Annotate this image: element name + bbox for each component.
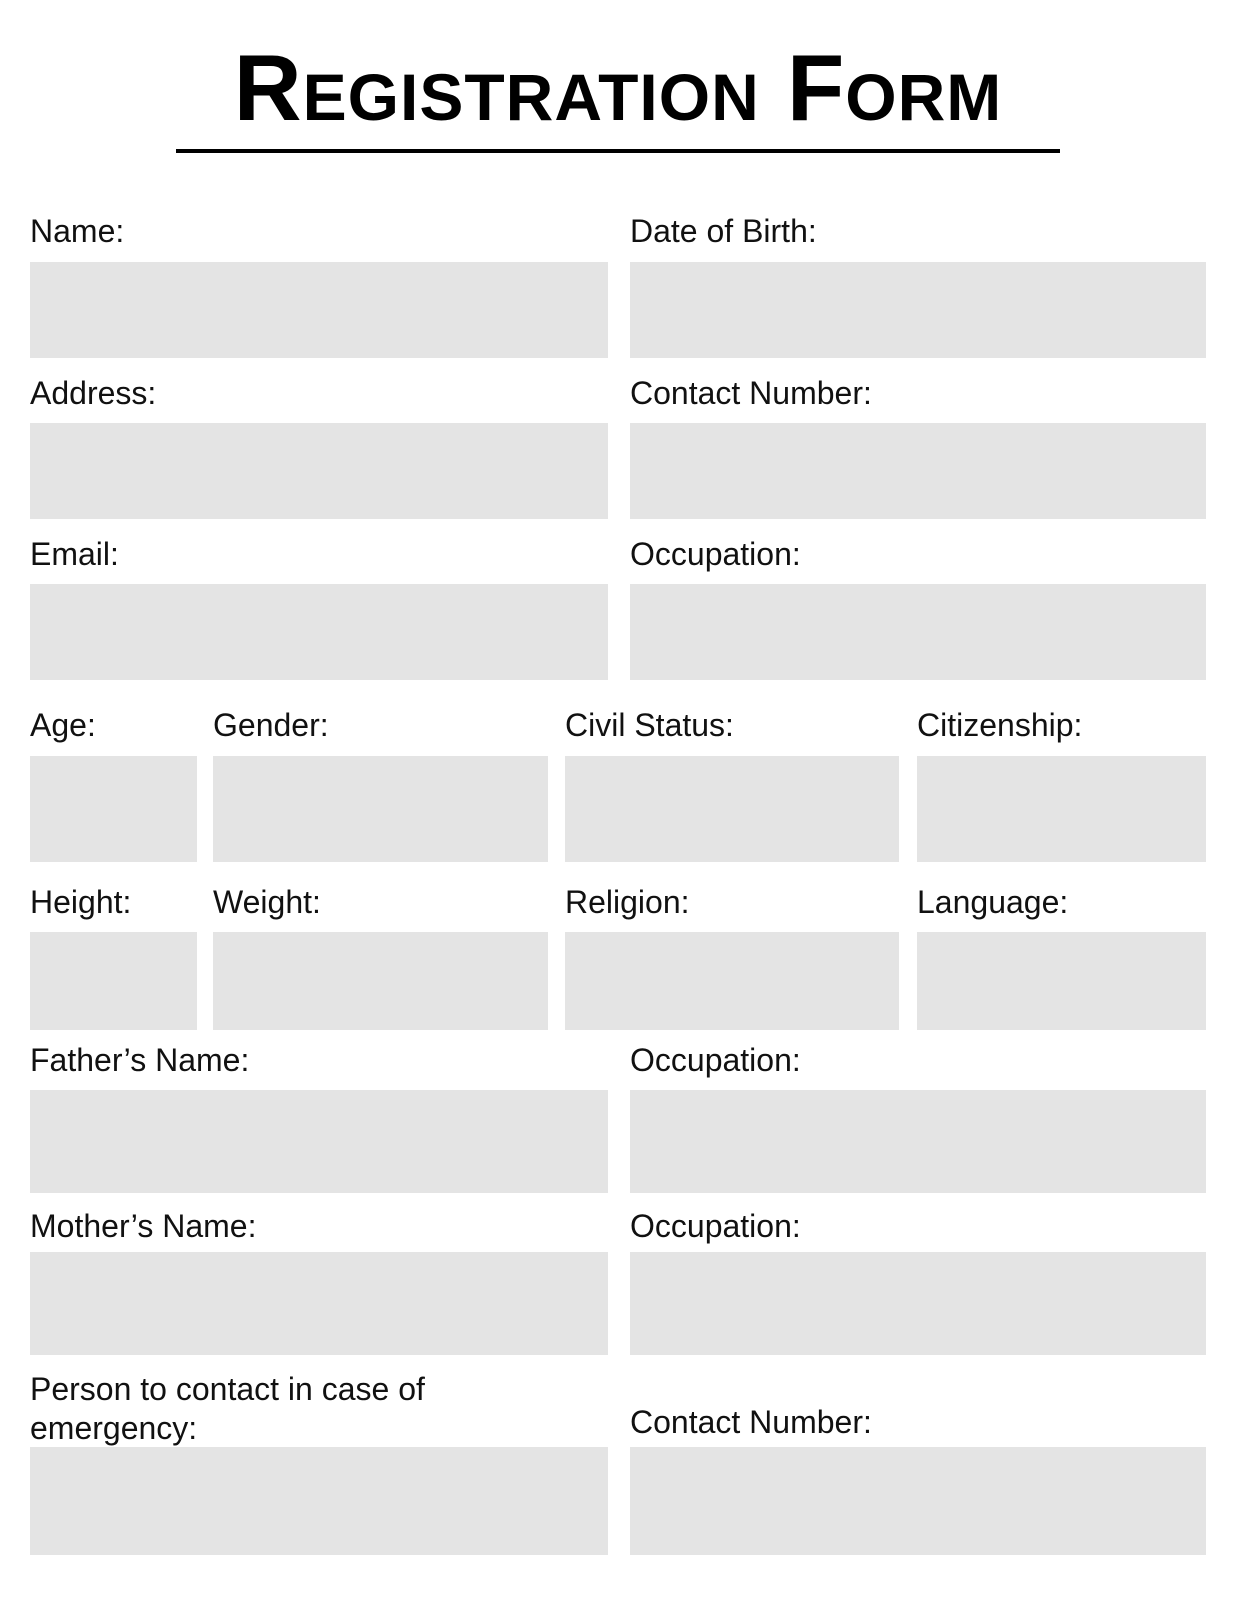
fathers-occupation-input[interactable] xyxy=(630,1090,1206,1193)
date-of-birth-input[interactable] xyxy=(630,262,1206,358)
gender-input[interactable] xyxy=(213,756,548,862)
occupation-label: Occupation: xyxy=(630,536,801,572)
religion-label: Religion: xyxy=(565,884,690,920)
height-input[interactable] xyxy=(30,932,197,1030)
religion-input[interactable] xyxy=(565,932,899,1030)
gender-label: Gender: xyxy=(213,707,329,743)
height-label: Height: xyxy=(30,884,132,920)
date-of-birth-label: Date of Birth: xyxy=(630,213,817,249)
emergency-contact-number-input[interactable] xyxy=(630,1447,1206,1555)
weight-input[interactable] xyxy=(213,932,548,1030)
weight-label: Weight: xyxy=(213,884,321,920)
contact-number-label: Contact Number: xyxy=(630,375,872,411)
fathers-occupation-label: Occupation: xyxy=(630,1042,801,1078)
citizenship-input[interactable] xyxy=(917,756,1206,862)
email-input[interactable] xyxy=(30,584,608,680)
fathers-name-input[interactable] xyxy=(30,1090,608,1193)
page-title: Registration Form xyxy=(233,35,1003,140)
name-input[interactable] xyxy=(30,262,608,358)
citizenship-label: Citizenship: xyxy=(917,707,1083,743)
emergency-person-input[interactable] xyxy=(30,1447,608,1555)
civil-status-label: Civil Status: xyxy=(565,707,734,743)
name-label: Name: xyxy=(30,213,125,249)
address-label: Address: xyxy=(30,375,157,411)
language-input[interactable] xyxy=(917,932,1206,1030)
mothers-occupation-input[interactable] xyxy=(630,1252,1206,1355)
civil-status-input[interactable] xyxy=(565,756,899,862)
fathers-name-label: Father’s Name: xyxy=(30,1042,250,1078)
emergency-contact-number-label: Contact Number: xyxy=(630,1404,872,1440)
email-label: Email: xyxy=(30,536,119,572)
mothers-name-input[interactable] xyxy=(30,1252,608,1355)
age-input[interactable] xyxy=(30,756,197,862)
emergency-person-label: Person to contact in case of emergency: xyxy=(30,1371,425,1446)
address-input[interactable] xyxy=(30,423,608,519)
language-label: Language: xyxy=(917,884,1069,920)
occupation-input[interactable] xyxy=(630,584,1206,680)
mothers-name-label: Mother’s Name: xyxy=(30,1208,257,1244)
mothers-occupation-label: Occupation: xyxy=(630,1208,801,1244)
contact-number-input[interactable] xyxy=(630,423,1206,519)
age-label: Age: xyxy=(30,707,96,743)
title-underline xyxy=(176,149,1060,153)
